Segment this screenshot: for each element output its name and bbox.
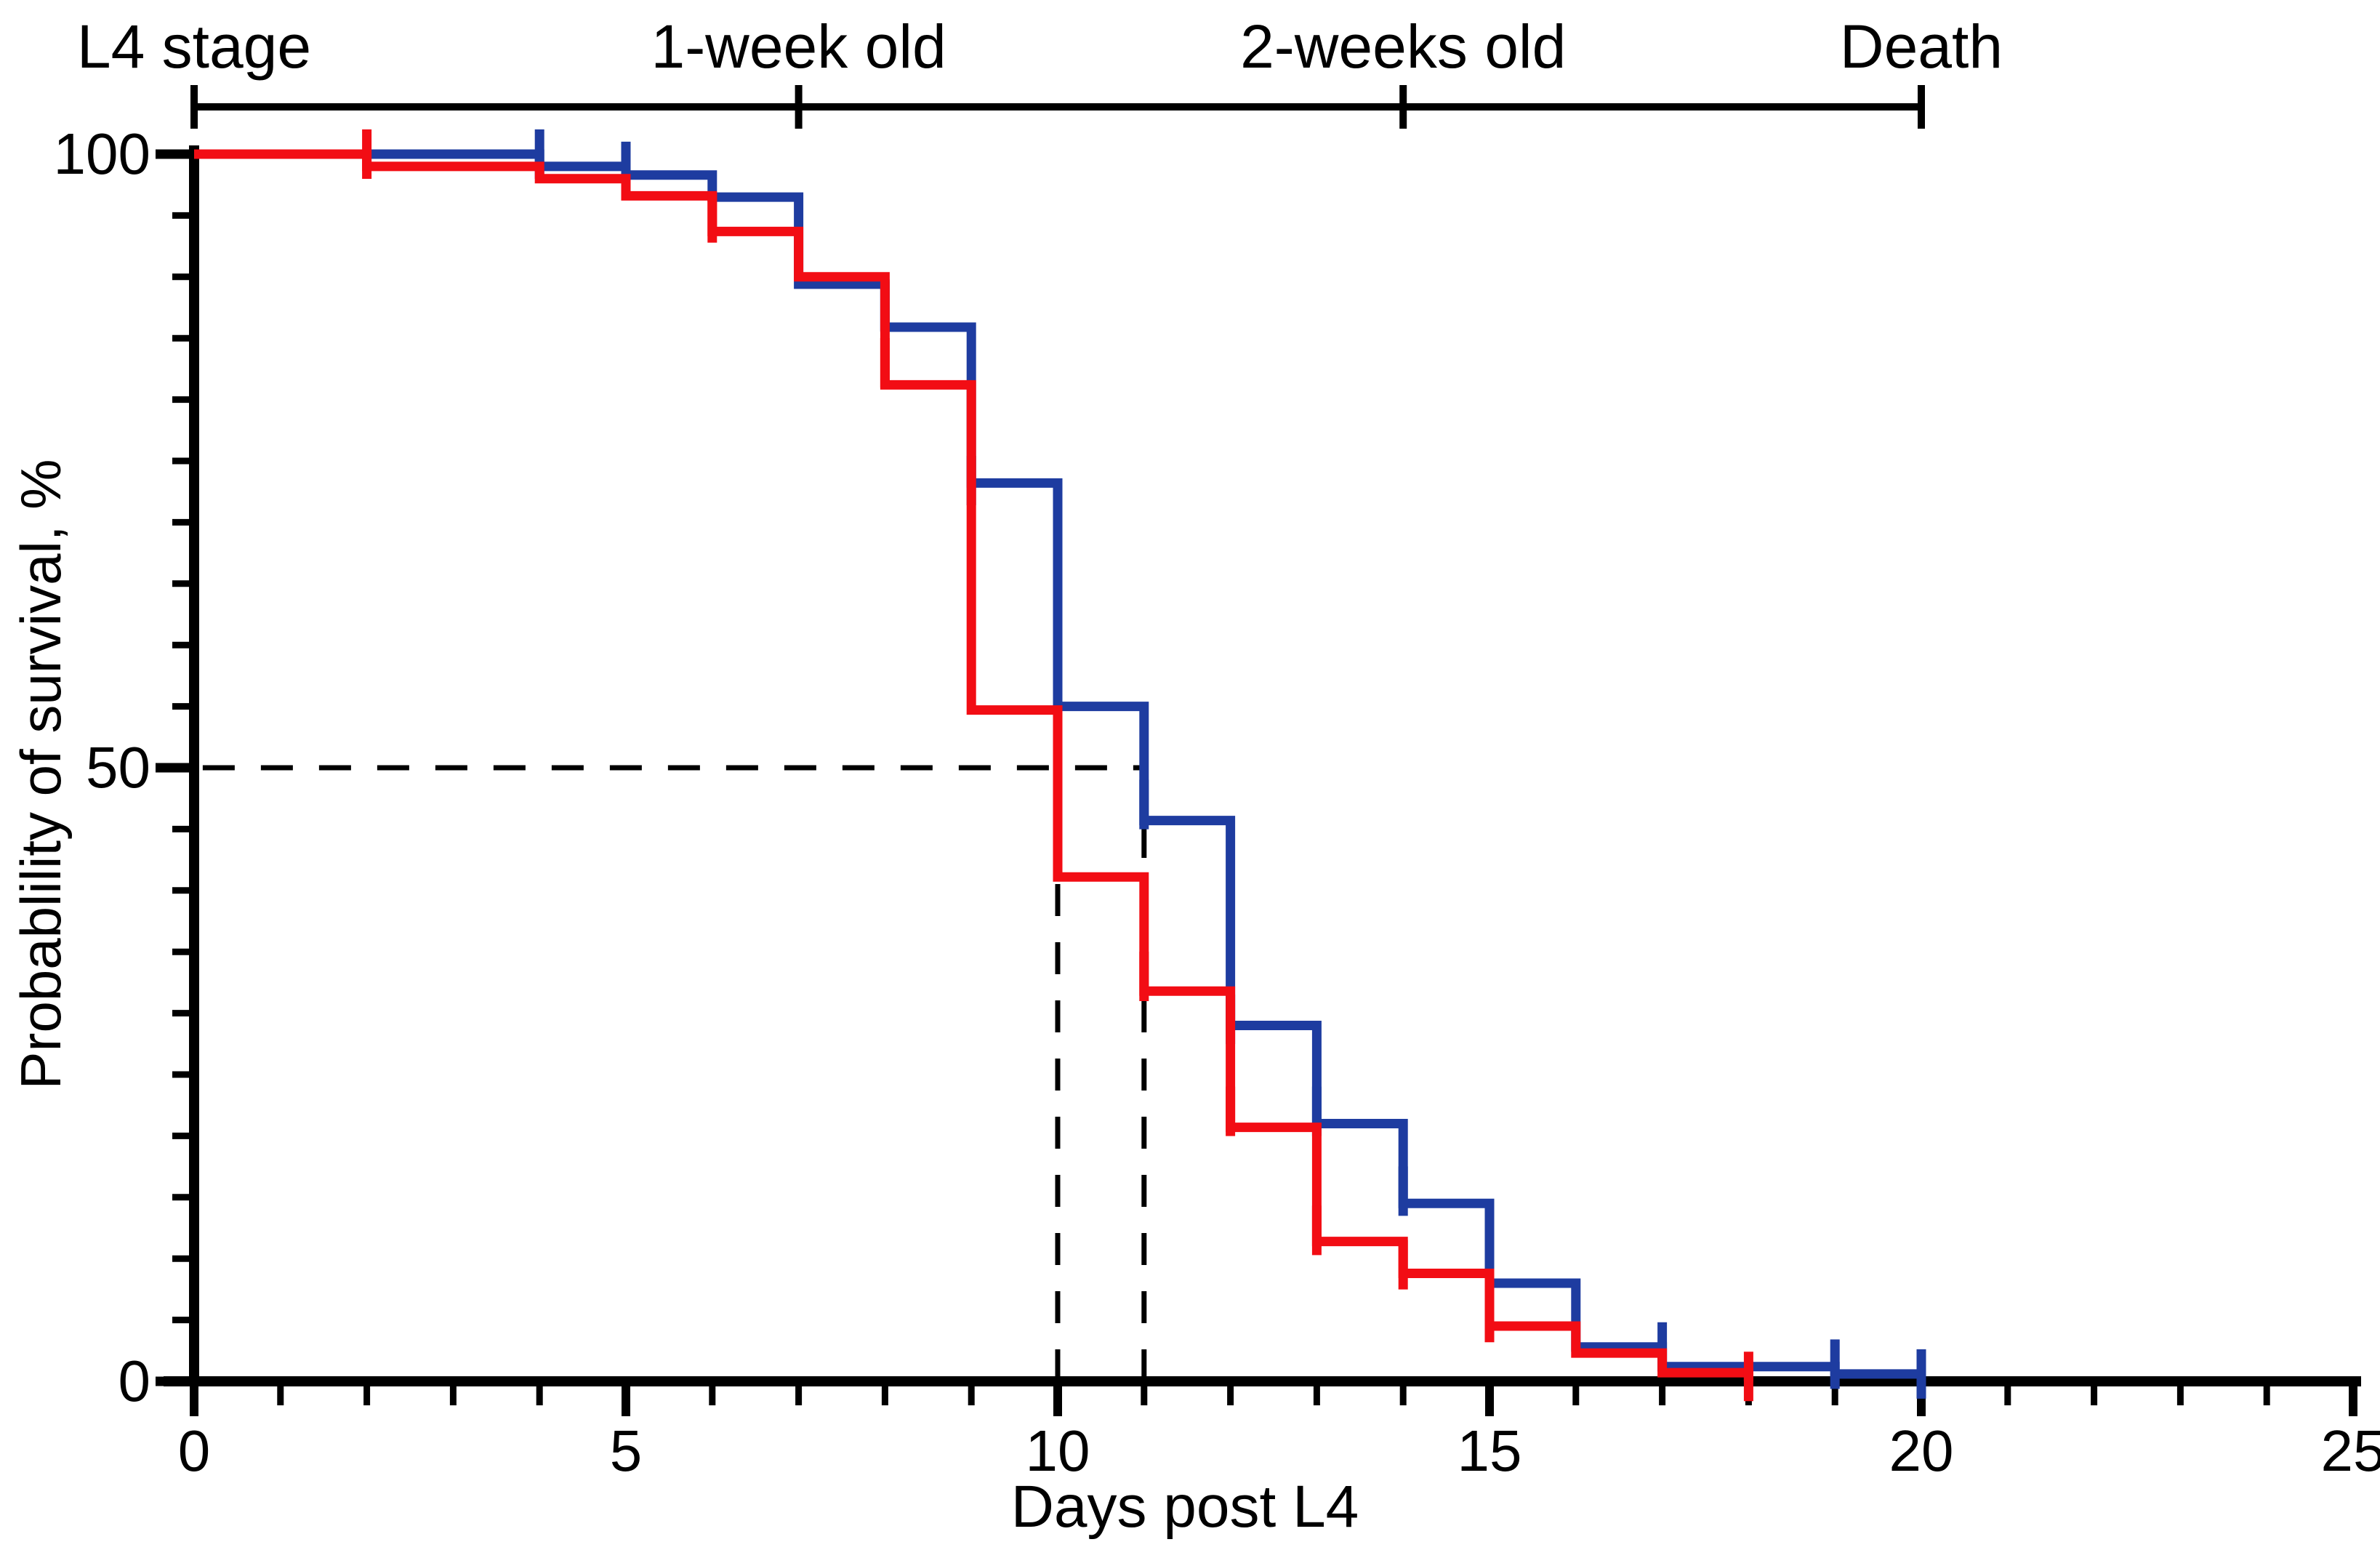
x-tick-label: 5 [609,1418,643,1483]
red-curve [194,149,1753,1381]
median-dashed-lines [202,765,1147,1381]
ruler-label: L4 stage [76,12,312,81]
x-tick-label: 20 [1889,1418,1954,1483]
x-tick-label: 25 [2320,1418,2380,1483]
y-tick-label: 0 [118,1349,151,1413]
axes [156,145,2361,1416]
x-tick-label: 15 [1457,1418,1522,1483]
red-curve-group [194,129,1753,1402]
top-ruler [190,85,1925,129]
ruler-label: Death [1839,12,2003,81]
y-tick-label: 50 [86,735,150,800]
x-tick-label: 10 [1025,1418,1090,1483]
y-tick-label: 100 [53,121,150,186]
x-tick-label: 0 [177,1418,211,1483]
ruler-label: 2-weeks old [1240,12,1567,81]
x-axis-title: Days post L4 [1010,1474,1359,1540]
ruler-label: 1-week old [651,12,946,81]
